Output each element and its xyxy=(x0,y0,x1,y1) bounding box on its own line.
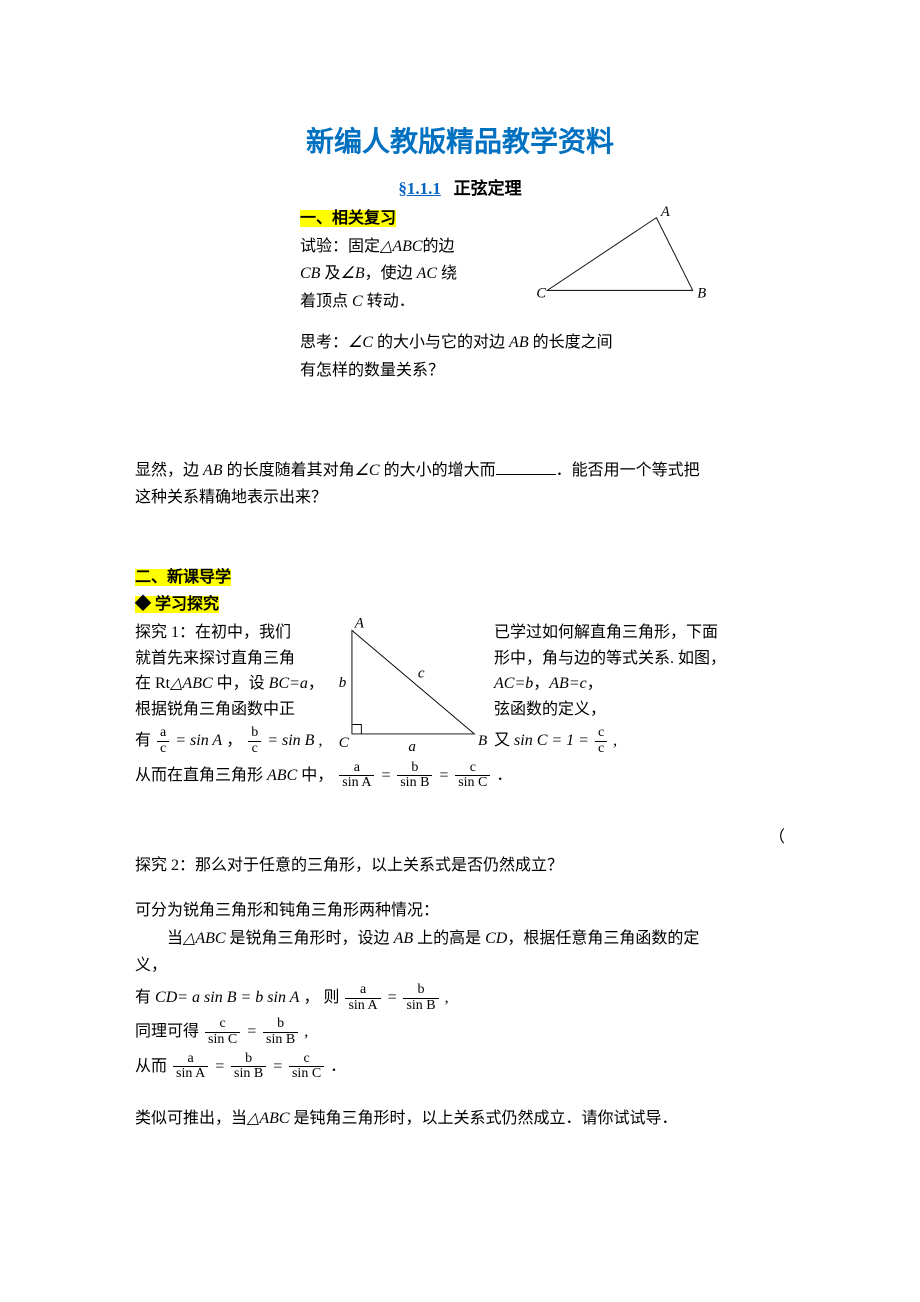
guide-heading: 二、新课导学 xyxy=(135,569,231,586)
law-of-sines-rt: 从而在直角三角形 ABC 中， asin A = bsin B = csin C… xyxy=(135,761,785,791)
svg-text:a: a xyxy=(408,739,416,755)
frac-a-over-c: ac xyxy=(157,726,169,756)
obvious-line1: 显然，边 AB 的长度随着其对角∠C 的大小的增大而．能否用一个等式把 xyxy=(135,458,785,484)
split-cases: 可分为锐角三角形和钝角三角形两种情况： xyxy=(135,898,785,924)
fill-blank xyxy=(496,474,556,475)
experiment-line1: 试验：固定△ABC的边 xyxy=(300,234,520,260)
svg-text:C: C xyxy=(339,735,350,751)
svg-text:b: b xyxy=(339,675,347,691)
think-line2: 有怎样的数量关系？ xyxy=(300,358,785,384)
explore-2-q: 探究 2：那么对于任意的三角形，以上关系式是否仍然成立？ xyxy=(135,853,785,879)
frac-c-over-c: cc xyxy=(595,726,607,756)
obvious-line2: 这种关系精确地表示出来？ xyxy=(135,485,785,511)
review-heading: 一、相关复习 xyxy=(300,210,396,227)
cd-equation: 有 CD= a sin B = b sin A ， 则 asin A = bsi… xyxy=(135,983,785,1013)
experiment-line2: CB 及∠B，使边 AC 绕 xyxy=(300,261,520,287)
right-triangle-figure: A B C b a c xyxy=(335,615,495,755)
obtuse-note: 类似可推出，当△ABC 是钝角三角形时，以上关系式仍然成立．请你试试导． xyxy=(135,1106,785,1132)
experiment-line3: 着顶点 C 转动． xyxy=(300,289,520,315)
guide-sub: ◆ 学习探究 xyxy=(135,596,219,613)
svg-text:A: A xyxy=(660,204,670,220)
thus-law: 从而 asin A = bsin B = csin C ． xyxy=(135,1052,785,1082)
frac-b-over-c: bc xyxy=(248,726,261,756)
section-number: §1.1.1 xyxy=(398,179,441,198)
acute-line2: 义， xyxy=(135,953,785,979)
acute-line1: 当△ABC 是锐角三角形时，设边 AB 上的高是 CD，根据任意角三角函数的定 xyxy=(135,926,785,952)
likewise-equation: 同理可得 csin C = bsin B , xyxy=(135,1017,785,1047)
open-paren: （ xyxy=(135,825,785,851)
triangle-figure-1: A B C xyxy=(530,204,720,304)
svg-text:A: A xyxy=(354,616,365,632)
explore-1-block: A B C b a c 探究 1：在初中，我们 已学过如何解直角三角形，下面 就… xyxy=(135,620,785,757)
section-label: 正弦定理 xyxy=(454,179,522,198)
svg-text:c: c xyxy=(418,665,425,681)
page-title: 新编人教版精品教学资料 xyxy=(135,120,785,165)
svg-text:B: B xyxy=(697,286,706,302)
think-line1: 思考：∠C 的大小与它的对边 AB 的长度之间 xyxy=(300,330,785,356)
svg-text:C: C xyxy=(536,286,546,302)
svg-text:B: B xyxy=(478,733,487,749)
section-title-row: §1.1.1 正弦定理 xyxy=(135,175,785,202)
